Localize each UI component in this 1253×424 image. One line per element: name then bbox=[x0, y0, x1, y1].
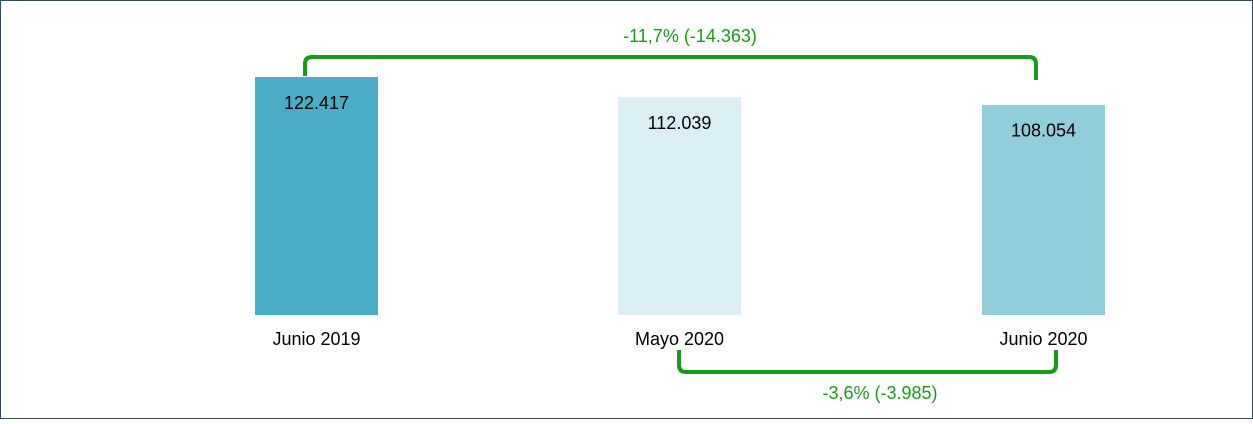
bracket-top bbox=[303, 55, 1038, 80]
bar bbox=[982, 104, 1105, 315]
x-tick-label: Junio 2020 bbox=[999, 329, 1087, 349]
x-tick-label: Mayo 2020 bbox=[635, 329, 724, 349]
value-label: 108.054 bbox=[1011, 121, 1076, 141]
value-label: 112.039 bbox=[648, 113, 712, 133]
annotation: -11,7% (-14.363) bbox=[623, 26, 757, 46]
bar bbox=[618, 97, 741, 316]
annotation: -3,6% (-3.985) bbox=[822, 383, 937, 403]
value-label: 122.417 bbox=[284, 93, 349, 113]
x-tick-label: Junio 2019 bbox=[272, 329, 360, 349]
bar bbox=[255, 77, 378, 315]
bracket-bottom bbox=[677, 350, 1058, 374]
